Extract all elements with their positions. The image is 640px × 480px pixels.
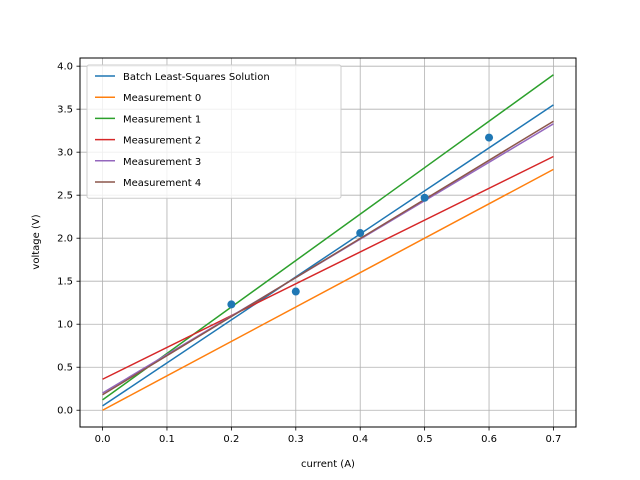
x-tick-label: 0.5	[417, 434, 433, 445]
y-tick-label: 4.0	[57, 62, 73, 73]
y-tick-label: 0.0	[57, 406, 73, 417]
grid	[80, 58, 576, 427]
y-axis-label: voltage (V)	[31, 214, 42, 269]
series-line-2	[102, 74, 554, 401]
x-tick-label: 0.7	[546, 434, 562, 445]
scatter-points	[227, 133, 494, 309]
series-line-3	[102, 155, 554, 380]
scatter-point	[356, 229, 365, 238]
x-axis-ticks: 0.0 0.1 0.2 0.3 0.4 0.5 0.6 0.7	[95, 427, 562, 445]
x-tick-label: 0.1	[159, 434, 175, 445]
legend-label-1: Measurement 0	[123, 93, 201, 104]
scatter-point	[485, 133, 494, 142]
x-tick-label: 0.6	[481, 434, 497, 445]
x-tick-label: 0.2	[223, 434, 239, 445]
x-tick-label: 0.0	[95, 434, 111, 445]
series-lines	[102, 74, 554, 411]
legend-label-5: Measurement 4	[123, 178, 201, 189]
legend-label-4: Measurement 3	[123, 157, 201, 168]
scatter-point	[420, 193, 429, 202]
plot-frame	[79, 57, 577, 428]
scatter-point	[227, 300, 236, 309]
series-line-5	[102, 120, 554, 396]
legend-label-0: Batch Least-Squares Solution	[123, 72, 270, 83]
y-tick-label: 0.5	[57, 363, 73, 374]
series-line-1	[102, 168, 554, 411]
legend: Batch Least-Squares Solution Measurement …	[86, 64, 342, 199]
y-tick-label: 1.0	[57, 320, 73, 331]
y-axis-ticks: 0.0 0.5 1.0 1.5 2.0 2.5 3.0 3.5 4.0	[57, 62, 80, 417]
x-tick-label: 0.4	[352, 434, 368, 445]
x-axis-label: current (A)	[301, 459, 355, 470]
series-line-0	[102, 104, 554, 407]
scatter-point	[291, 287, 300, 296]
legend-label-2: Measurement 1	[123, 114, 201, 125]
y-tick-label: 3.0	[57, 148, 73, 159]
y-tick-label: 3.5	[57, 105, 73, 116]
x-tick-label: 0.3	[288, 434, 304, 445]
y-tick-label: 2.5	[57, 191, 73, 202]
legend-label-3: Measurement 2	[123, 136, 201, 147]
y-tick-label: 2.0	[57, 234, 73, 245]
y-tick-label: 1.5	[57, 277, 73, 288]
legend-box	[86, 64, 342, 199]
